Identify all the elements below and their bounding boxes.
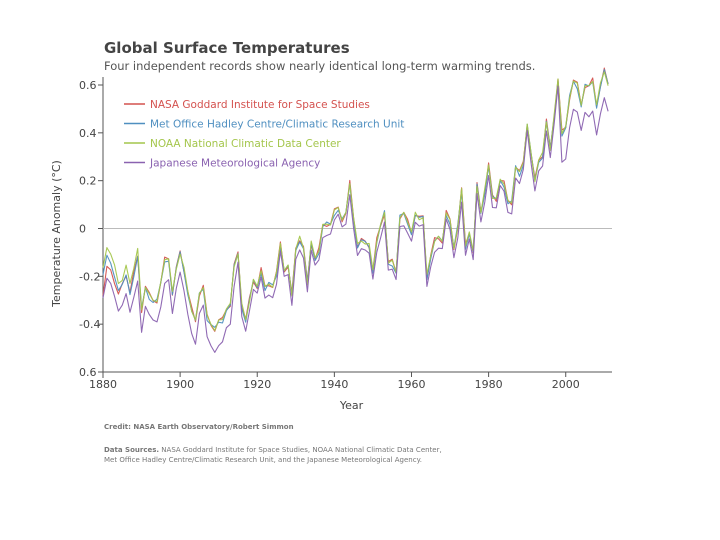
legend-label: Met Office Hadley Centre/Climatic Resear… <box>150 119 404 131</box>
y-tick-label: -0.4 <box>79 318 100 331</box>
x-tick-label: 1900 <box>166 378 194 391</box>
data-sources-line2: Met Office Hadley Centre/Climatic Resear… <box>104 456 422 464</box>
legend-label: Japanese Meteorological Agency <box>149 158 320 170</box>
y-tick-label: -0.2 <box>79 270 100 283</box>
x-tick-label: 1920 <box>243 378 271 391</box>
y-tick-label: 0.6 <box>79 79 97 92</box>
data-sources-line1: NASA Goddard Institute for Space Studies… <box>161 446 442 454</box>
y-axis-label: Temperature Anomaly (°C) <box>50 160 63 308</box>
x-tick-label: 1880 <box>89 378 117 391</box>
legend-label: NASA Goddard Institute for Space Studies <box>150 99 370 111</box>
y-tick-label: 0 <box>79 223 86 236</box>
chart-title: Global Surface Temperatures <box>104 39 350 57</box>
x-tick-label: 1960 <box>397 378 425 391</box>
series-line-2 <box>102 71 609 332</box>
x-tick-label: 2000 <box>552 378 580 391</box>
x-tick-label: 1940 <box>320 378 348 391</box>
legend-label: NOAA National Climatic Data Center <box>150 138 341 150</box>
y-tick-label: 0.2 <box>79 175 97 188</box>
chart-subtitle: Four independent records show nearly ide… <box>104 59 536 73</box>
x-axis-label: Year <box>339 399 364 412</box>
x-tick-label: 1980 <box>475 378 503 391</box>
data-sources-label: Data Sources. <box>104 446 160 454</box>
credit-note: Credit: NASA Earth Observatory/Robert Si… <box>104 423 294 431</box>
data-sources-note: Data Sources. NASA Goddard Institute for… <box>104 445 584 465</box>
y-tick-label: 0.6 <box>79 366 97 379</box>
y-tick-label: 0.4 <box>79 127 97 140</box>
series-line-3 <box>102 85 609 353</box>
